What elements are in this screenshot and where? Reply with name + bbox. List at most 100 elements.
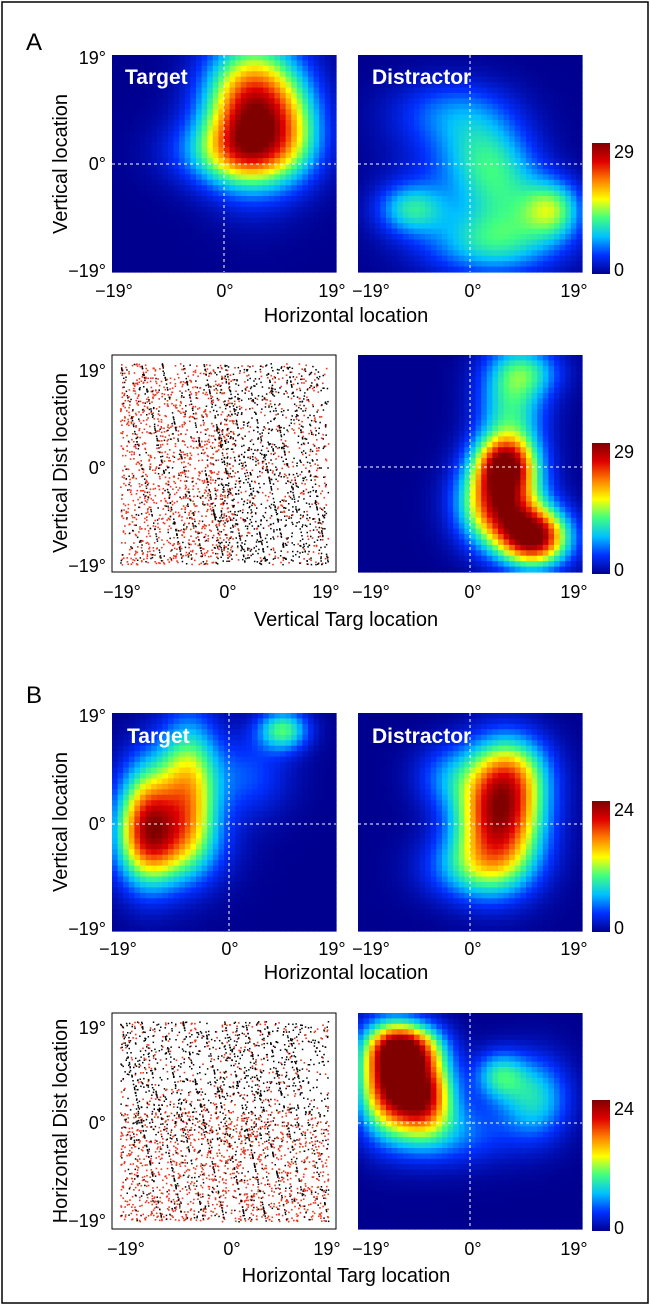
heatmap-cell: [196, 93, 202, 99]
scatter-point: [181, 392, 183, 394]
scatter-point: [216, 392, 218, 394]
heatmap-cell: [241, 250, 247, 256]
heatmap-cell: [532, 158, 538, 164]
heatmap-cell: [269, 55, 275, 61]
scatter-point: [234, 476, 236, 478]
heatmap-cell: [134, 261, 140, 267]
heatmap-cell: [269, 93, 275, 99]
scatter-point: [216, 526, 218, 528]
scatter-point: [227, 370, 229, 372]
scatter-point: [228, 485, 230, 487]
heatmap-cell: [403, 250, 409, 256]
heatmap-cell: [548, 250, 554, 256]
heatmap-cell: [487, 180, 493, 186]
heatmap-cell: [319, 169, 325, 175]
heatmap-cell: [246, 66, 252, 72]
heatmap-cell: [297, 207, 303, 213]
scatter-point: [145, 372, 147, 374]
scatter-point: [218, 549, 220, 551]
scatter-point: [185, 555, 187, 557]
heatmap-cell: [157, 126, 163, 132]
heatmap-cell: [476, 66, 482, 72]
heatmap-cell: [364, 223, 370, 229]
heatmap-cell: [470, 223, 476, 229]
heatmap-cell: [269, 267, 275, 273]
heatmap-cell: [532, 98, 538, 104]
heatmap-cell: [308, 120, 314, 126]
heatmap-cell: [364, 185, 370, 191]
scatter-point: [197, 376, 199, 378]
heatmap-cell: [358, 153, 364, 159]
heatmap-cell: [207, 191, 213, 197]
scatter-point: [218, 542, 220, 544]
heatmap-cell: [571, 60, 577, 66]
heatmap-cell: [286, 71, 292, 77]
heatmap-cell: [274, 223, 280, 229]
heatmap-cell: [246, 212, 252, 218]
heatmap-cell: [453, 207, 459, 213]
heatmap-cell: [151, 245, 157, 251]
scatter-point: [126, 511, 128, 513]
heatmap-cell: [364, 71, 370, 77]
heatmap-cell: [537, 93, 543, 99]
heatmap-cell: [207, 66, 213, 72]
heatmap-cell: [123, 245, 129, 251]
heatmap-cell: [436, 201, 442, 207]
heatmap-cell: [565, 77, 571, 83]
scatter-point: [270, 403, 272, 405]
heatmap-cell: [157, 218, 163, 224]
heatmap-cell: [162, 158, 168, 164]
heatmap-cell: [202, 147, 208, 153]
heatmap-cell: [554, 109, 560, 115]
heatmap-cell: [487, 115, 493, 121]
heatmap-cell: [174, 196, 180, 202]
scatter-point: [277, 508, 279, 510]
scatter-point: [212, 463, 214, 465]
heatmap-cell: [364, 60, 370, 66]
heatmap-cell: [291, 229, 297, 235]
scatter-point: [223, 529, 225, 531]
heatmap-cell: [207, 207, 213, 213]
scatter-point: [189, 512, 191, 514]
heatmap-cell: [442, 169, 448, 175]
scatter-point: [179, 426, 181, 428]
heatmap-cell: [286, 201, 292, 207]
heatmap-cell: [241, 267, 247, 273]
scatter-point: [120, 486, 122, 488]
heatmap-cell: [481, 115, 487, 121]
heatmap-cell: [213, 120, 219, 126]
heatmap-cell: [442, 239, 448, 245]
heatmap-cell: [425, 98, 431, 104]
scatter-point: [139, 503, 141, 505]
scatter-point: [129, 415, 131, 417]
scatter-point: [194, 468, 196, 470]
heatmap-cell: [565, 136, 571, 142]
heatmap-cell: [118, 180, 124, 186]
heatmap-cell: [392, 93, 398, 99]
heatmap-cell: [213, 174, 219, 180]
heatmap-cell: [319, 136, 325, 142]
heatmap-cell: [235, 239, 241, 245]
heatmap-cell: [202, 98, 208, 104]
heatmap-cell: [319, 261, 325, 267]
heatmap-cell: [269, 174, 275, 180]
heatmap-cell: [358, 256, 364, 262]
heatmap-cell: [548, 104, 554, 110]
scatter-point: [205, 429, 207, 431]
heatmap-cell: [207, 218, 213, 224]
heatmap-cell: [207, 196, 213, 202]
heatmap-cell: [576, 196, 582, 202]
heatmap-cell: [235, 261, 241, 267]
scatter-point: [127, 563, 129, 565]
heatmap-cell: [174, 250, 180, 256]
heatmap-cell: [403, 174, 409, 180]
scatter-point: [300, 390, 302, 392]
heatmap-cell: [252, 158, 258, 164]
heatmap-cell: [408, 93, 414, 99]
heatmap-cell: [403, 267, 409, 273]
heatmap-cell: [420, 126, 426, 132]
heatmap-cell: [308, 66, 314, 72]
scatter-point: [194, 511, 196, 513]
scatter-point: [209, 365, 211, 367]
scatter-point: [231, 488, 233, 490]
